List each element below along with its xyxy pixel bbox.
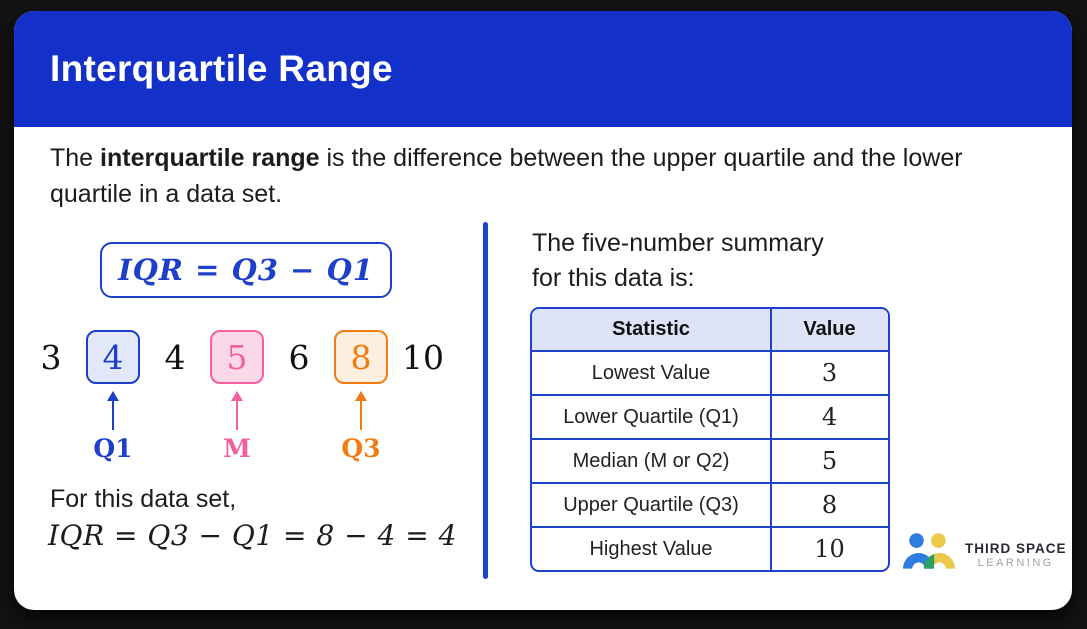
five-number-summary-table: Statistic Value Lowest Value 3 Lower Qua… — [530, 307, 890, 572]
q1-arrow-icon — [107, 384, 119, 432]
dataset-number: 3 — [40, 337, 62, 377]
median-number-box: 5 — [210, 330, 264, 384]
table-header-row: Statistic Value — [532, 309, 888, 350]
value-cell: 5 — [770, 440, 887, 482]
statistic-cell: Lower Quartile (Q1) — [563, 405, 739, 428]
dataset-number: 4 — [164, 337, 186, 377]
dataset-value: 6 — [268, 330, 330, 463]
dataset-value-q1: 4 Q1 — [82, 330, 144, 463]
dataset-row: 3 4 Q1 4 5 M 6 8 Q3 10 — [20, 330, 454, 463]
table-row: Median (M or Q2) 5 — [532, 438, 888, 482]
statistic-cell: Highest Value — [589, 537, 713, 560]
intro-text-bold: interquartile range — [100, 144, 320, 172]
dataset-value: 3 — [20, 330, 82, 463]
intro-paragraph: The interquartile range is the differenc… — [50, 141, 1030, 212]
table-row: Highest Value 10 — [532, 526, 888, 570]
dataset-number: 6 — [288, 337, 310, 377]
q3-number-box: 8 — [334, 330, 388, 384]
logo-people-icon — [903, 531, 955, 578]
third-space-learning-logo: THIRD SPACE LEARNING — [903, 531, 1067, 578]
summary-heading: The five-number summary for this data is… — [532, 226, 824, 296]
value-cell: 4 — [770, 396, 887, 438]
summary-heading-line2: for this data is: — [532, 264, 695, 292]
iqr-formula: IQR = Q3 − Q1 — [118, 253, 374, 287]
statistic-cell: Lowest Value — [591, 361, 711, 384]
iqr-formula-box: IQR = Q3 − Q1 — [100, 242, 392, 298]
dataset-value: 4 — [144, 330, 206, 463]
conclusion-intro: For this data set, — [50, 485, 237, 513]
value-cell: 8 — [770, 484, 887, 526]
intro-text-post: is the difference between the upper quar… — [50, 144, 963, 208]
summary-heading-line1: The five-number summary — [532, 229, 824, 257]
logo-wordmark: THIRD SPACE LEARNING — [965, 541, 1067, 569]
value-cell: 3 — [770, 352, 887, 394]
table-row: Lowest Value 3 — [532, 350, 888, 394]
dataset-number: 10 — [402, 337, 444, 377]
column-header-statistic: Statistic — [612, 318, 690, 340]
table-row: Lower Quartile (Q1) 4 — [532, 394, 888, 438]
logo-text-line2: LEARNING — [977, 556, 1054, 569]
median-label: M — [223, 434, 251, 463]
dataset-value-q3: 8 Q3 — [330, 330, 392, 463]
content-card: Interquartile Range The interquartile ra… — [14, 11, 1072, 610]
intro-text-pre: The — [50, 144, 101, 172]
conclusion-equation: IQR = Q3 − Q1 = 8 − 4 = 4 — [48, 519, 457, 552]
q1-label: Q1 — [93, 434, 133, 463]
vertical-divider — [483, 222, 488, 579]
title-bar: Interquartile Range — [14, 11, 1072, 127]
logo-text-line1: THIRD SPACE — [965, 540, 1067, 556]
value-cell: 10 — [770, 528, 887, 570]
q3-arrow-icon — [355, 384, 367, 432]
page-title: Interquartile Range — [50, 48, 393, 89]
dataset-value-median: 5 M — [206, 330, 268, 463]
column-header-value: Value — [770, 309, 887, 350]
median-arrow-icon — [231, 384, 243, 432]
table-row: Upper Quartile (Q3) 8 — [532, 482, 888, 526]
statistic-cell: Median (M or Q2) — [572, 449, 730, 472]
q3-label: Q3 — [341, 434, 381, 463]
statistic-cell: Upper Quartile (Q3) — [563, 493, 739, 516]
dataset-value: 10 — [392, 330, 454, 463]
q1-number-box: 4 — [86, 330, 140, 384]
